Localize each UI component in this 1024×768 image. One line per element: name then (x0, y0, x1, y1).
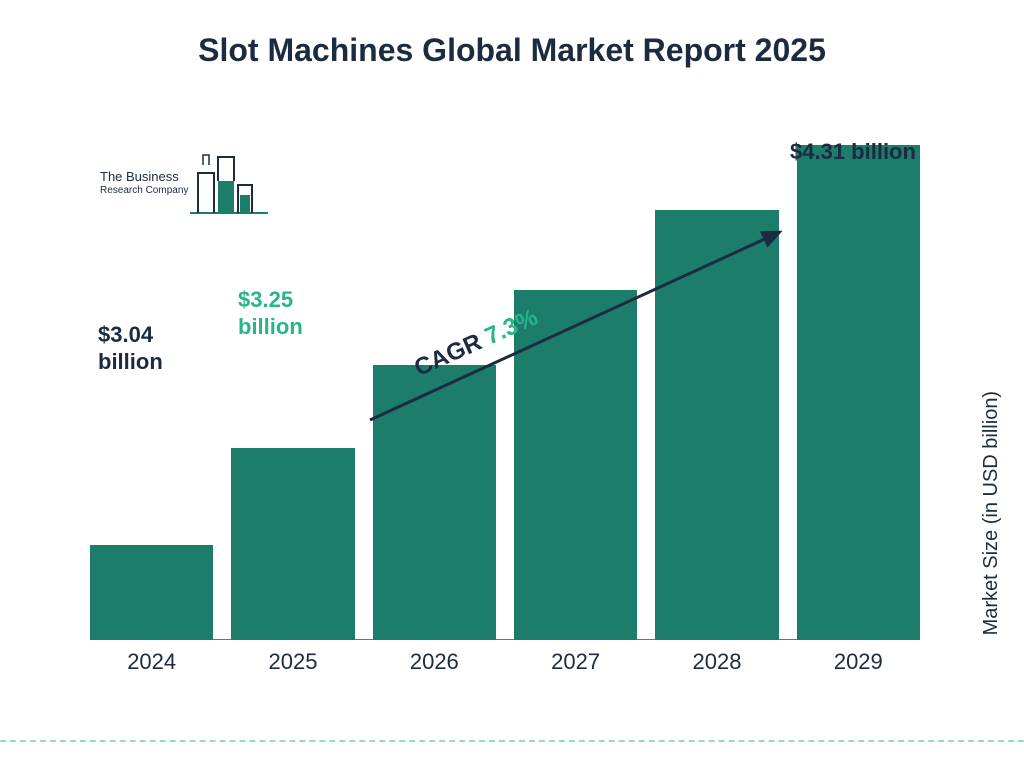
bar-2024 (90, 545, 213, 640)
bar-2027 (514, 290, 637, 640)
bar-col-2024: 2024 (90, 140, 213, 640)
value-text-2029: $4.31 billion (790, 139, 916, 164)
bar-col-2025: 2025 (231, 140, 354, 640)
value-label-2029: $4.31 billion (790, 139, 916, 165)
value-text-2024-b: billion (98, 349, 163, 374)
bar-group: 2024 2025 2026 2027 2028 2029 (90, 140, 920, 640)
bar-2026 (373, 365, 496, 640)
bar-col-2029: 2029 (797, 140, 920, 640)
bar-col-2027: 2027 (514, 140, 637, 640)
chart-title: Slot Machines Global Market Report 2025 (0, 32, 1024, 69)
value-label-2024: $3.04 billion (98, 322, 163, 375)
bar-2029 (797, 145, 920, 640)
value-text-2025-b: billion (238, 314, 303, 339)
footer-dashed-line (0, 740, 1024, 742)
value-text-2025-a: $3.25 (238, 287, 293, 312)
bar-col-2026: 2026 (373, 140, 496, 640)
x-label-2029: 2029 (797, 649, 920, 675)
bar-2025 (231, 448, 354, 640)
bar-col-2028: 2028 (655, 140, 778, 640)
value-label-2025: $3.25 billion (238, 287, 303, 340)
x-label-2028: 2028 (655, 649, 778, 675)
x-label-2025: 2025 (231, 649, 354, 675)
y-axis-label: Market Size (in USD billion) (981, 391, 1004, 636)
x-label-2026: 2026 (373, 649, 496, 675)
x-label-2024: 2024 (90, 649, 213, 675)
value-text-2024-a: $3.04 (98, 322, 153, 347)
x-label-2027: 2027 (514, 649, 637, 675)
bar-2028 (655, 210, 778, 640)
chart-area: 2024 2025 2026 2027 2028 2029 $3.04 bill… (90, 120, 920, 680)
